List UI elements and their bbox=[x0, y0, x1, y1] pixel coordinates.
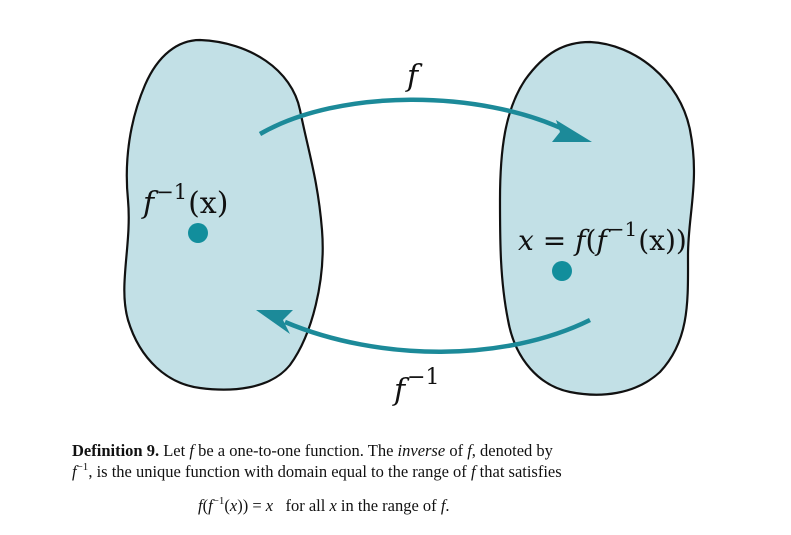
f-arrowhead bbox=[552, 120, 592, 142]
bottom-arrow-label: f−1 bbox=[392, 365, 440, 408]
left-point-label: f−1(x) bbox=[141, 180, 228, 221]
inverse-function-diagram: f f−1 f−1(x) x = f(f−1(x)) bbox=[123, 38, 696, 408]
right-set-blob bbox=[498, 40, 696, 396]
left-point bbox=[188, 223, 208, 243]
f-inverse-arrowhead bbox=[256, 310, 293, 334]
right-point-label: x = f(f−1(x)) bbox=[518, 217, 687, 257]
definition-formula: f(f−1(x)) = x for all x in the range of … bbox=[198, 495, 450, 516]
inverse-term: inverse bbox=[397, 441, 446, 460]
f-arrow bbox=[258, 97, 566, 136]
top-arrow-label: f bbox=[405, 59, 423, 94]
definition-heading: Definition 9. bbox=[72, 441, 160, 460]
f-inverse-arrow bbox=[284, 317, 591, 354]
definition-text: Definition 9. Let f be a one-to-one func… bbox=[72, 441, 562, 481]
right-point bbox=[552, 261, 572, 281]
